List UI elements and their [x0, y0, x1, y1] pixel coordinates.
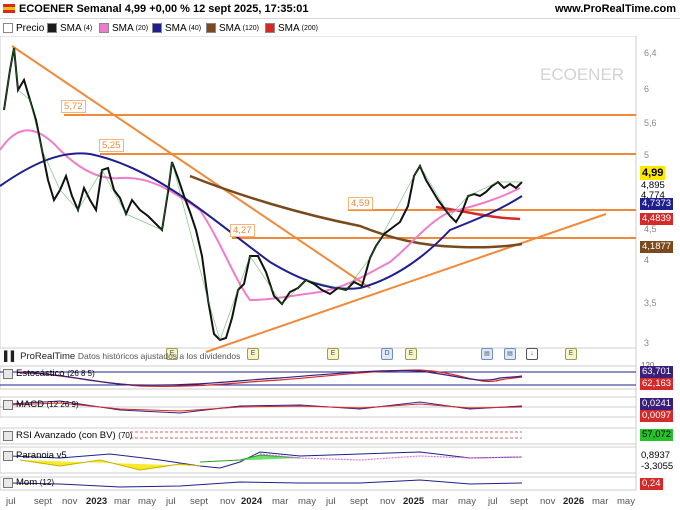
panel-tag: 0,0241 — [640, 398, 674, 410]
legend-item-sma-120[interactable]: SMA (120) — [206, 21, 259, 35]
x-tick: 2023 — [86, 496, 108, 507]
panel-icon — [3, 368, 13, 379]
momentum-panel — [0, 476, 637, 491]
x-tick: 2025 — [403, 496, 425, 507]
y-tick: 3 — [644, 338, 650, 348]
stochastic-panel — [0, 365, 637, 390]
legend-swatch-icon — [3, 23, 13, 33]
x-tick: sept — [350, 496, 368, 507]
x-tick: may — [458, 496, 476, 507]
x-tick: may — [617, 496, 635, 507]
panel-icon — [3, 450, 13, 461]
x-tick: 2024 — [241, 496, 263, 507]
y-tick: 4,5 — [644, 224, 657, 234]
doc-icon[interactable]: ▤ — [504, 348, 516, 360]
legend-item-sma-4[interactable]: SMA (4) — [47, 21, 92, 35]
spain-flag-icon — [3, 4, 15, 13]
event-marker-e[interactable]: E — [405, 348, 417, 360]
level-label: 4,27 — [230, 224, 255, 237]
bars-icon: ▌▌ — [4, 351, 18, 362]
price-tag-sma120: 4,1877 — [640, 241, 674, 253]
doc-icon[interactable]: ▤ — [481, 348, 493, 360]
panel-label-rsi[interactable]: RSI Avanzado (con BV) (70) — [3, 430, 133, 441]
site-link[interactable]: www.ProRealTime.com — [554, 3, 676, 15]
y-tick: 3,5 — [644, 298, 657, 308]
x-tick: mar — [272, 496, 289, 507]
event-marker-e[interactable]: E — [327, 348, 339, 360]
price-tag-sma40: 4,7373 — [640, 198, 674, 210]
price-tag: 4,774 — [641, 190, 665, 201]
x-tick: mar — [114, 496, 131, 507]
y-tick: 5 — [644, 150, 650, 160]
event-marker-d[interactable]: D — [381, 348, 393, 360]
price-tag: 4,895 — [641, 180, 665, 191]
panel-label-mom[interactable]: Mom (12) — [3, 477, 54, 488]
x-tick: nov — [62, 496, 78, 507]
panel-label-paranoia[interactable]: Paranoia v5 — [3, 450, 67, 461]
price-chart[interactable] — [0, 36, 680, 510]
level-label: 4,59 — [348, 197, 373, 210]
panel-tag: 63,701 — [640, 366, 674, 378]
x-tick: mar — [432, 496, 449, 507]
panel-tag: 0,24 — [640, 478, 663, 490]
x-tick: sept — [510, 496, 528, 507]
x-tick: may — [298, 496, 316, 507]
download-icon[interactable]: ↓ — [526, 348, 538, 360]
x-tick: jul — [6, 496, 16, 507]
x-tick: mar — [592, 496, 609, 507]
price-tag-last: 4,99 — [640, 166, 666, 180]
prorealtime-note: ▌▌ ProRealTime Datos históricos ajustado… — [4, 351, 241, 362]
paranoia-panel — [0, 446, 637, 474]
panel-tag: -3,3055 — [641, 461, 674, 472]
x-tick: sept — [190, 496, 208, 507]
y-tick: 4 — [644, 255, 650, 265]
panel-tag: 57,072 — [640, 429, 674, 441]
price-tag-sma200: 4,4839 — [640, 213, 674, 225]
x-tick: nov — [220, 496, 236, 507]
x-tick: nov — [380, 496, 396, 507]
panel-icon — [3, 430, 13, 441]
legend-item-sma-20[interactable]: SMA (20) — [99, 21, 148, 35]
macd-panel — [0, 396, 637, 418]
x-tick: jul — [488, 496, 498, 507]
panel-label-stochastic[interactable]: Estocástico (26 8 5) — [3, 368, 95, 379]
y-tick: 6 — [644, 84, 650, 94]
chart-title: ECOENER Semanal 4,99 +0,00 % 12 sept 202… — [19, 3, 309, 15]
legend-swatch-icon — [99, 23, 109, 33]
y-tick: 6,4 — [644, 48, 657, 58]
rsi-panel — [0, 427, 637, 445]
legend-swatch-icon — [265, 23, 275, 33]
panel-icon — [3, 477, 13, 488]
event-marker-e[interactable]: E — [247, 348, 259, 360]
legend-item-sma-40[interactable]: SMA (40) — [152, 21, 201, 35]
level-label: 5,72 — [61, 100, 86, 113]
watermark: ECOENER — [540, 65, 625, 84]
legend-item-precio[interactable]: Precio — [3, 21, 44, 35]
legend-swatch-icon — [152, 23, 162, 33]
panel-tag: 62,163 — [640, 378, 674, 390]
x-tick: 2026 — [563, 496, 585, 507]
legend-swatch-icon — [47, 23, 57, 33]
event-marker-e[interactable]: E — [166, 348, 178, 360]
x-tick: jul — [326, 496, 336, 507]
event-marker-e[interactable]: E — [565, 348, 577, 360]
x-tick: sept — [34, 496, 52, 507]
y-tick: 5,6 — [644, 118, 657, 128]
panel-icon — [3, 399, 13, 410]
x-tick: nov — [540, 496, 556, 507]
legend-item-sma-200[interactable]: SMA (200) — [265, 21, 318, 35]
x-tick: jul — [166, 496, 176, 507]
panel-tag: 0,8937 — [641, 450, 671, 461]
panel-label-macd[interactable]: MACD (12 26 9) — [3, 399, 79, 410]
panel-tag: 0,0097 — [640, 410, 674, 422]
level-label: 5,25 — [99, 139, 124, 152]
indicator-legend: Precio SMA (4) SMA (20) SMA (40) SMA (120) S… — [0, 19, 640, 36]
x-tick: may — [138, 496, 156, 507]
legend-swatch-icon — [206, 23, 216, 33]
panel-tag: 120 — [641, 360, 654, 371]
window-header: ECOENER Semanal 4,99 +0,00 % 12 sept 202… — [0, 0, 680, 19]
